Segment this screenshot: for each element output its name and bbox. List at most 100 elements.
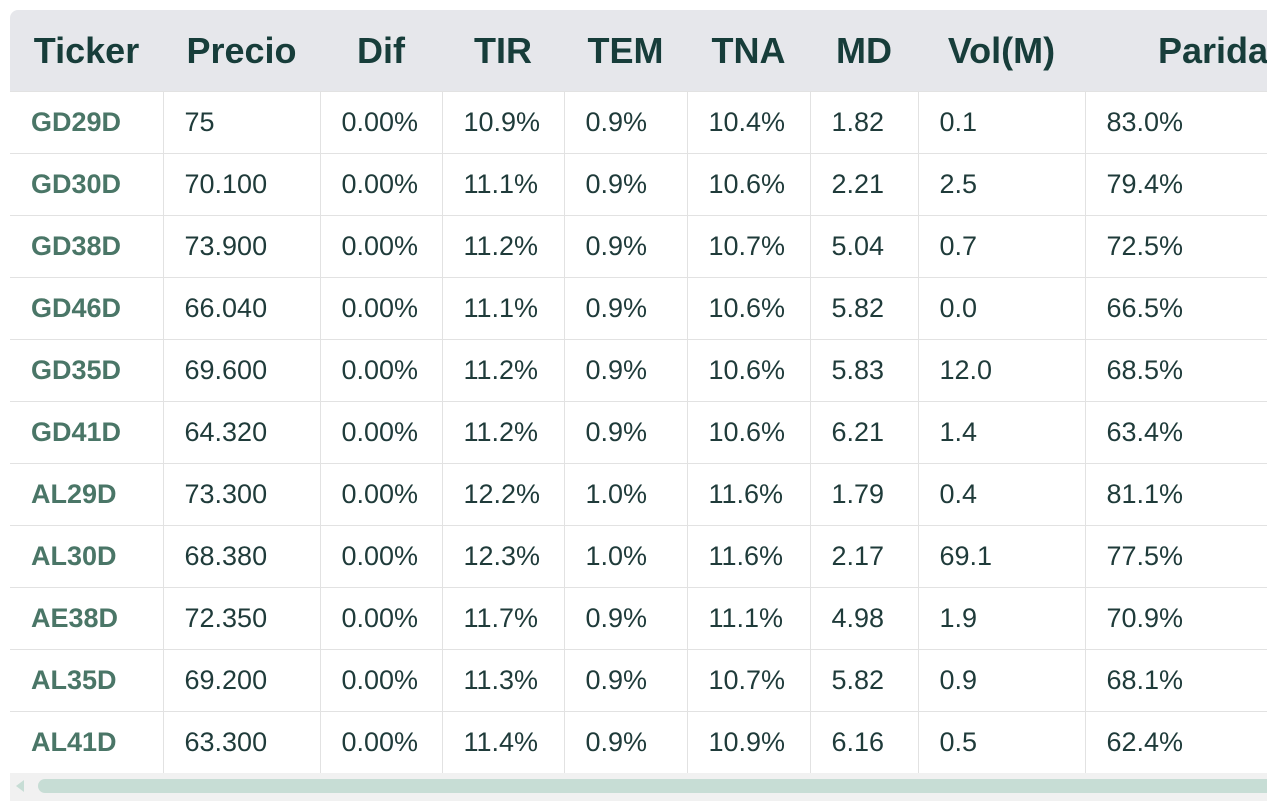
ticker-cell: GD46D	[10, 277, 164, 340]
value-cell: 5.83	[809, 339, 919, 402]
value-cell: 11.1%	[441, 153, 565, 216]
value-cell: 11.1%	[686, 587, 811, 650]
value-cell: 12.0	[917, 339, 1086, 402]
ticker-cell: AL35D	[10, 649, 164, 712]
value-cell: 0.9%	[563, 339, 688, 402]
ticker-cell: GD38D	[10, 215, 164, 278]
value-cell: 0.0	[917, 277, 1086, 340]
value-cell: 0.00%	[319, 277, 443, 340]
table-row: GD29D 75 0.00% 10.9% 0.9% 10.4% 1.82 0.1 83.0%	[10, 91, 1267, 154]
value-cell: 11.2%	[441, 401, 565, 464]
value-cell: 10.4%	[686, 91, 811, 154]
table-row: GD35D 69.600 0.00% 11.2% 0.9% 10.6% 5.83 12.0 68…	[10, 339, 1267, 402]
value-cell: 4.98	[809, 587, 919, 650]
value-cell: 62.4%	[1084, 711, 1267, 773]
value-cell: 0.9%	[563, 277, 688, 340]
value-cell: 0.1	[917, 91, 1086, 154]
value-cell: 0.9	[917, 649, 1086, 712]
value-cell: 75	[162, 91, 321, 154]
value-cell: 1.4	[917, 401, 1086, 464]
column-header: Paridad	[1085, 10, 1267, 92]
value-cell: 69.200	[162, 649, 321, 712]
value-cell: 63.300	[162, 711, 321, 773]
ticker-cell: GD30D	[10, 153, 164, 216]
value-cell: 66.5%	[1084, 277, 1267, 340]
value-cell: 12.2%	[441, 463, 565, 526]
table-row: GD41D 64.320 0.00% 11.2% 0.9% 10.6% 6.21 1.4 63.…	[10, 401, 1267, 464]
column-header: TNA	[687, 10, 810, 92]
scroll-left-arrow[interactable]	[16, 780, 24, 792]
value-cell: 0.00%	[319, 91, 443, 154]
value-cell: 10.6%	[686, 401, 811, 464]
value-cell: 6.16	[809, 711, 919, 773]
value-cell: 81.1%	[1084, 463, 1267, 526]
column-header: Precio	[163, 10, 320, 92]
value-cell: 0.9%	[563, 401, 688, 464]
value-cell: 11.3%	[441, 649, 565, 712]
table-body: GD29D 75 0.00% 10.9% 0.9% 10.4% 1.82 0.1 83.0% GD…	[10, 91, 1267, 773]
value-cell: 10.6%	[686, 339, 811, 402]
value-cell: 0.00%	[319, 215, 443, 278]
value-cell: 0.9%	[563, 711, 688, 773]
value-cell: 68.1%	[1084, 649, 1267, 712]
value-cell: 79.4%	[1084, 153, 1267, 216]
value-cell: 1.79	[809, 463, 919, 526]
value-cell: 0.4	[917, 463, 1086, 526]
column-header: TEM	[564, 10, 687, 92]
table-row: GD38D 73.900 0.00% 11.2% 0.9% 10.7% 5.04 0.7 72.…	[10, 215, 1267, 278]
scrollbar[interactable]	[10, 773, 1267, 801]
value-cell: 0.00%	[319, 339, 443, 402]
column-header: Vol(M)	[918, 10, 1085, 92]
column-header: Dif	[320, 10, 442, 92]
value-cell: 5.82	[809, 649, 919, 712]
value-cell: 5.04	[809, 215, 919, 278]
value-cell: 6.21	[809, 401, 919, 464]
scroll-thumb[interactable]	[38, 779, 1267, 793]
value-cell: 77.5%	[1084, 525, 1267, 588]
value-cell: 0.9%	[563, 215, 688, 278]
value-cell: 10.6%	[686, 153, 811, 216]
ticker-cell: GD29D	[10, 91, 164, 154]
value-cell: 0.9%	[563, 587, 688, 650]
value-cell: 0.00%	[319, 711, 443, 773]
value-cell: 11.1%	[441, 277, 565, 340]
value-cell: 10.9%	[686, 711, 811, 773]
value-cell: 10.9%	[441, 91, 565, 154]
value-cell: 72.5%	[1084, 215, 1267, 278]
value-cell: 1.0%	[563, 463, 688, 526]
table-container: TickerPrecioDifTIRTEMTNAMDVol(M)Paridad …	[10, 10, 1267, 773]
value-cell: 69.600	[162, 339, 321, 402]
ticker-cell: AE38D	[10, 587, 164, 650]
value-cell: 11.2%	[441, 215, 565, 278]
value-cell: 0.5	[917, 711, 1086, 773]
column-header: Ticker	[10, 10, 163, 92]
value-cell: 68.380	[162, 525, 321, 588]
column-header: MD	[810, 10, 918, 92]
value-cell: 0.00%	[319, 401, 443, 464]
value-cell: 0.00%	[319, 649, 443, 712]
ticker-cell: AL29D	[10, 463, 164, 526]
value-cell: 64.320	[162, 401, 321, 464]
value-cell: 63.4%	[1084, 401, 1267, 464]
value-cell: 0.9%	[563, 649, 688, 712]
value-cell: 12.3%	[441, 525, 565, 588]
value-cell: 73.300	[162, 463, 321, 526]
value-cell: 68.5%	[1084, 339, 1267, 402]
column-header: TIR	[442, 10, 564, 92]
value-cell: 83.0%	[1084, 91, 1267, 154]
value-cell: 2.21	[809, 153, 919, 216]
value-cell: 0.00%	[319, 587, 443, 650]
table-row: GD30D 70.100 0.00% 11.1% 0.9% 10.6% 2.21 2.5 79.…	[10, 153, 1267, 216]
value-cell: 10.7%	[686, 215, 811, 278]
table-row: GD46D 66.040 0.00% 11.1% 0.9% 10.6% 5.82 0.0 66.…	[10, 277, 1267, 340]
value-cell: 0.00%	[319, 463, 443, 526]
table-row: AL35D 69.200 0.00% 11.3% 0.9% 10.7% 5.82 0.9 68.…	[10, 649, 1267, 712]
value-cell: 0.7	[917, 215, 1086, 278]
value-cell: 10.7%	[686, 649, 811, 712]
table-row: AL29D 73.300 0.00% 12.2% 1.0% 11.6% 1.79 0.4 81.…	[10, 463, 1267, 526]
value-cell: 5.82	[809, 277, 919, 340]
table-row: AL41D 63.300 0.00% 11.4% 0.9% 10.9% 6.16 0.5 62.…	[10, 711, 1267, 773]
value-cell: 11.7%	[441, 587, 565, 650]
